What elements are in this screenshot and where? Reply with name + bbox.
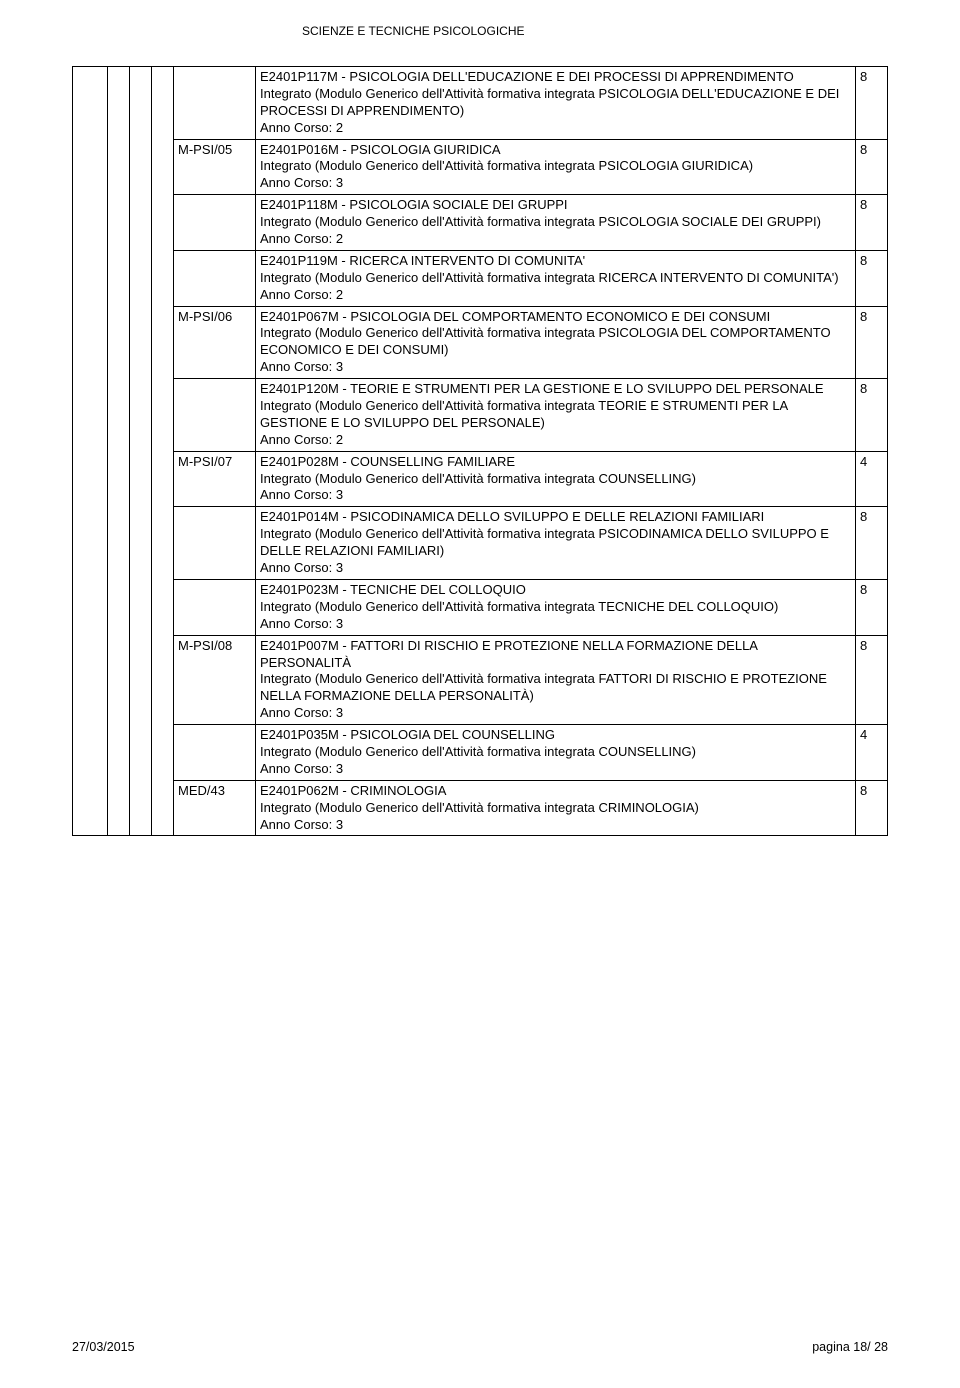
course-table: E2401P117M - PSICOLOGIA DELL'EDUCAZIONE … bbox=[72, 66, 888, 836]
empty-col-4 bbox=[152, 67, 174, 836]
cfu-cell: 8 bbox=[856, 139, 888, 195]
footer-page: pagina 18/ 28 bbox=[812, 1340, 888, 1354]
cfu-cell: 8 bbox=[856, 250, 888, 306]
cfu-cell: 4 bbox=[856, 451, 888, 507]
cfu-cell: 8 bbox=[856, 780, 888, 836]
description-cell: E2401P023M - TECNICHE DEL COLLOQUIO Inte… bbox=[256, 579, 856, 635]
table-row: E2401P117M - PSICOLOGIA DELL'EDUCAZIONE … bbox=[73, 67, 888, 140]
cfu-cell: 8 bbox=[856, 306, 888, 379]
ssd-cell: MED/43 bbox=[174, 780, 256, 836]
empty-col-1 bbox=[73, 67, 108, 836]
cfu-cell: 8 bbox=[856, 579, 888, 635]
ssd-cell: M-PSI/05 bbox=[174, 139, 256, 195]
description-cell: E2401P120M - TEORIE E STRUMENTI PER LA G… bbox=[256, 379, 856, 452]
footer-date: 27/03/2015 bbox=[72, 1340, 135, 1354]
empty-col-2 bbox=[108, 67, 130, 836]
table-row: E2401P023M - TECNICHE DEL COLLOQUIO Inte… bbox=[73, 579, 888, 635]
ssd-cell: M-PSI/08 bbox=[174, 635, 256, 724]
page-footer: 27/03/2015 pagina 18/ 28 bbox=[72, 1340, 888, 1354]
table-row: E2401P119M - RICERCA INTERVENTO DI COMUN… bbox=[73, 250, 888, 306]
table-row: E2401P014M - PSICODINAMICA DELLO SVILUPP… bbox=[73, 507, 888, 580]
page-header: SCIENZE E TECNICHE PSICOLOGICHE bbox=[302, 24, 888, 38]
cfu-cell: 8 bbox=[856, 195, 888, 251]
ssd-cell bbox=[174, 195, 256, 251]
ssd-cell bbox=[174, 507, 256, 580]
table-row: E2401P120M - TEORIE E STRUMENTI PER LA G… bbox=[73, 379, 888, 452]
description-cell: E2401P119M - RICERCA INTERVENTO DI COMUN… bbox=[256, 250, 856, 306]
ssd-cell bbox=[174, 579, 256, 635]
description-cell: E2401P035M - PSICOLOGIA DEL COUNSELLING … bbox=[256, 725, 856, 781]
ssd-cell: M-PSI/07 bbox=[174, 451, 256, 507]
description-cell: E2401P062M - CRIMINOLOGIA Integrato (Mod… bbox=[256, 780, 856, 836]
cfu-cell: 8 bbox=[856, 635, 888, 724]
description-cell: E2401P118M - PSICOLOGIA SOCIALE DEI GRUP… bbox=[256, 195, 856, 251]
ssd-cell bbox=[174, 725, 256, 781]
description-cell: E2401P014M - PSICODINAMICA DELLO SVILUPP… bbox=[256, 507, 856, 580]
ssd-cell bbox=[174, 67, 256, 140]
empty-col-3 bbox=[130, 67, 152, 836]
description-cell: E2401P028M - COUNSELLING FAMILIARE Integ… bbox=[256, 451, 856, 507]
ssd-cell: M-PSI/06 bbox=[174, 306, 256, 379]
ssd-cell bbox=[174, 379, 256, 452]
cfu-cell: 8 bbox=[856, 507, 888, 580]
ssd-cell bbox=[174, 250, 256, 306]
table-row: MED/43E2401P062M - CRIMINOLOGIA Integrat… bbox=[73, 780, 888, 836]
description-cell: E2401P007M - FATTORI DI RISCHIO E PROTEZ… bbox=[256, 635, 856, 724]
cfu-cell: 8 bbox=[856, 67, 888, 140]
table-row: M-PSI/05E2401P016M - PSICOLOGIA GIURIDIC… bbox=[73, 139, 888, 195]
table-row: E2401P035M - PSICOLOGIA DEL COUNSELLING … bbox=[73, 725, 888, 781]
table-row: M-PSI/08E2401P007M - FATTORI DI RISCHIO … bbox=[73, 635, 888, 724]
table-row: M-PSI/06E2401P067M - PSICOLOGIA DEL COMP… bbox=[73, 306, 888, 379]
cfu-cell: 4 bbox=[856, 725, 888, 781]
table-row: E2401P118M - PSICOLOGIA SOCIALE DEI GRUP… bbox=[73, 195, 888, 251]
table-row: M-PSI/07E2401P028M - COUNSELLING FAMILIA… bbox=[73, 451, 888, 507]
description-cell: E2401P016M - PSICOLOGIA GIURIDICA Integr… bbox=[256, 139, 856, 195]
description-cell: E2401P067M - PSICOLOGIA DEL COMPORTAMENT… bbox=[256, 306, 856, 379]
description-cell: E2401P117M - PSICOLOGIA DELL'EDUCAZIONE … bbox=[256, 67, 856, 140]
cfu-cell: 8 bbox=[856, 379, 888, 452]
